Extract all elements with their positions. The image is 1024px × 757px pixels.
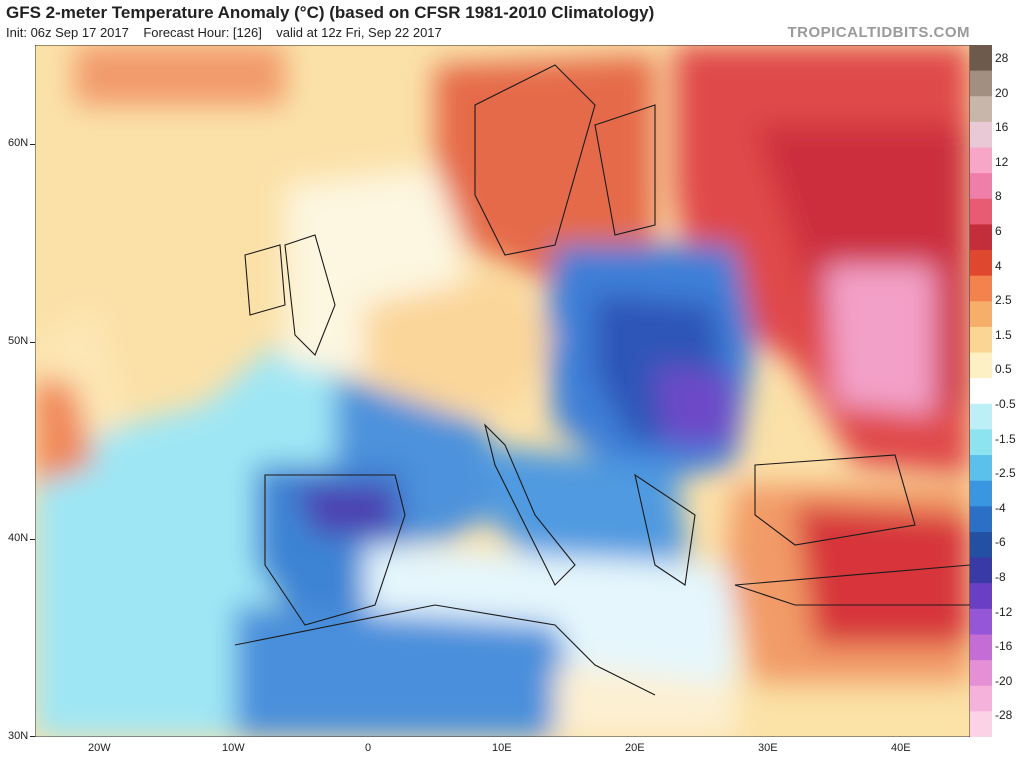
lon-label-20e: 20E <box>625 742 645 754</box>
colorbar-swatch <box>970 685 992 712</box>
colorbar-swatch <box>970 557 992 584</box>
colorbar-label: -0.5 <box>995 397 1016 411</box>
colorbar-swatch <box>970 352 992 379</box>
colorbar-swatch <box>970 711 992 737</box>
colorbar-swatch <box>970 250 992 277</box>
lon-label-0: 0 <box>365 742 372 754</box>
colorbar-swatch <box>970 96 992 123</box>
coastline-outline <box>234 64 970 696</box>
colorbar-label: 20 <box>995 85 1009 100</box>
lon-label-30e: 30E <box>758 742 778 754</box>
colorbar-label: -4 <box>995 500 1006 515</box>
colorbar-swatch <box>970 224 992 251</box>
colorbar-swatch <box>970 608 992 635</box>
colorbar-swatch <box>970 583 992 610</box>
colorbar-label: -1.5 <box>995 431 1016 446</box>
brand-watermark: TROPICALTIDBITS.COM <box>787 24 970 41</box>
colorbar-label: 0.5 <box>995 362 1012 377</box>
anomaly-field <box>35 45 970 737</box>
colorbar-swatch <box>970 506 992 533</box>
lat-label-50n: 50N <box>8 335 29 347</box>
colorbar-swatch <box>970 301 992 328</box>
colorbar-label: -8 <box>995 570 1006 584</box>
colorbar-label: 8 <box>995 189 1002 204</box>
colorbar-swatch <box>970 378 992 405</box>
map-title: GFS 2-meter Temperature Anomaly (°C) (ba… <box>6 3 655 22</box>
colorbar-label: -20 <box>995 673 1013 688</box>
colorbar-swatch <box>970 480 992 507</box>
colorbar-label: -12 <box>995 604 1013 619</box>
colorbar-label: -2.5 <box>995 466 1016 481</box>
colorbar-label: 1.5 <box>995 327 1012 342</box>
colorbar-label: -16 <box>995 639 1013 654</box>
colorbar-swatch <box>970 455 992 482</box>
colorbar-swatch <box>970 531 992 559</box>
colorbar-swatch <box>970 198 992 225</box>
lon-label-10w: 10W <box>222 742 245 754</box>
colorbar-swatch <box>970 147 992 174</box>
colorbar-swatch <box>970 121 992 149</box>
colorbar-swatch <box>970 275 992 302</box>
lon-label-20w: 20W <box>88 742 111 754</box>
colorbar-label: 28 <box>995 51 1009 65</box>
init-time: Init: 06z Sep 17 2017 <box>6 25 129 40</box>
colorbar-swatch <box>970 70 992 97</box>
lon-label-10e: 10E <box>492 742 512 754</box>
lon-label-40e: 40E <box>891 742 911 754</box>
lat-label-30n: 30N <box>8 730 29 742</box>
colorbar-label: -28 <box>995 708 1013 723</box>
valid-time: valid at 12z Fri, Sep 22 2017 <box>276 25 442 40</box>
colorbar-label: 2.5 <box>995 293 1012 308</box>
map-subtitle: Init: 06z Sep 17 2017 Forecast Hour: [12… <box>6 25 442 40</box>
colorbar-swatch <box>970 403 992 430</box>
colorbar-swatch <box>970 660 992 687</box>
colorbar-swatch <box>970 429 992 456</box>
colorbar-label: -6 <box>995 535 1006 550</box>
colorbar-label: 16 <box>995 120 1009 135</box>
forecast-hour: Forecast Hour: [126] <box>143 25 262 40</box>
colorbar-swatch <box>970 634 992 661</box>
lat-label-60n: 60N <box>8 137 29 149</box>
colorbar-swatch <box>970 45 992 72</box>
colorbar-label: 12 <box>995 154 1009 169</box>
colorbar-label: 6 <box>995 224 1002 238</box>
colorbar-swatch <box>970 326 992 354</box>
lat-label-40n: 40N <box>8 532 29 544</box>
anomaly-map <box>35 45 970 737</box>
colorbar-label: 4 <box>995 258 1002 273</box>
colorbar-swatch <box>970 173 992 200</box>
colorbar <box>970 45 992 737</box>
